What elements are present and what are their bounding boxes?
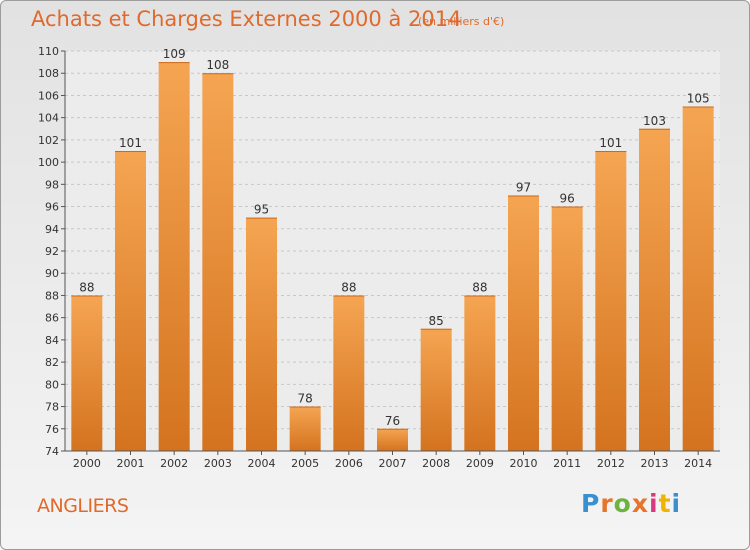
x-tick-label: 2003	[204, 457, 232, 470]
data-label: 109	[163, 47, 186, 61]
y-tick-label: 78	[45, 401, 59, 414]
commune-name: ANGLIERS	[37, 495, 129, 517]
bars	[71, 62, 714, 452]
bar	[377, 428, 408, 451]
data-label: 85	[429, 314, 444, 328]
y-tick-label: 90	[45, 267, 59, 280]
x-tick-label: 2007	[379, 457, 407, 470]
y-tick-label: 96	[45, 201, 59, 214]
bar	[333, 295, 365, 451]
bar	[464, 295, 496, 451]
data-label: 97	[516, 180, 531, 194]
y-tick-label: 86	[45, 312, 59, 325]
y-tick-label: 108	[38, 67, 59, 80]
bar	[71, 295, 103, 451]
y-tick-label: 110	[38, 45, 59, 58]
axes	[61, 50, 720, 455]
data-label: 96	[560, 192, 575, 206]
data-label: 88	[341, 280, 356, 294]
x-tick-label: 2014	[684, 457, 712, 470]
y-tick-label: 104	[38, 112, 59, 125]
y-tick-label: 94	[45, 223, 59, 236]
y-tick-label: 88	[45, 289, 59, 302]
labels: 74 76 78 80 82 84 86 88 90 92 94 96 98 100 102 104 106 10…	[38, 45, 712, 470]
y-tick-label: 82	[45, 356, 59, 369]
bar	[682, 106, 714, 452]
chart-title: Achats et Charges Externes 2000 à 2014	[31, 7, 462, 31]
x-tick-label: 2011	[553, 457, 581, 470]
x-tick-label: 2002	[160, 457, 188, 470]
data-label: 108	[206, 58, 229, 72]
bar	[551, 206, 583, 451]
bar	[202, 73, 234, 451]
chart-subtitle: (en milliers d'€)	[418, 15, 505, 28]
data-label: 76	[385, 414, 400, 428]
bar	[158, 62, 190, 451]
bar	[246, 217, 277, 451]
data-label: 103	[643, 114, 666, 128]
x-tick-label: 2000	[73, 457, 101, 470]
data-label: 88	[79, 280, 94, 294]
y-tick-label: 74	[45, 445, 59, 458]
data-label: 78	[298, 392, 313, 406]
x-tick-label: 2005	[291, 457, 319, 470]
bar	[595, 151, 627, 451]
bar	[289, 406, 321, 451]
data-label: 101	[599, 136, 622, 150]
y-tick-label: 102	[38, 134, 59, 147]
data-label: 95	[254, 203, 269, 217]
x-tick-label: 2008	[422, 457, 450, 470]
y-tick-label: 76	[45, 423, 59, 436]
data-label: 101	[119, 136, 142, 150]
y-tick-label: 106	[38, 89, 59, 102]
x-tick-label: 2010	[510, 457, 538, 470]
y-tick-label: 84	[45, 334, 59, 347]
data-label: 105	[687, 92, 710, 106]
y-tick-label: 92	[45, 245, 59, 258]
y-tick-label: 100	[38, 156, 59, 169]
x-tick-label: 2012	[597, 457, 625, 470]
proxiti-logo[interactable]: Proxiti	[581, 489, 682, 518]
x-tick-label: 2001	[117, 457, 145, 470]
y-tick-label: 80	[45, 378, 59, 391]
x-tick-label: 2009	[466, 457, 494, 470]
bar	[115, 151, 146, 451]
x-tick-label: 2004	[248, 457, 276, 470]
y-tick-label: 98	[45, 178, 59, 191]
x-tick-label: 2013	[641, 457, 669, 470]
bar	[639, 128, 670, 451]
x-tick-label: 2006	[335, 457, 363, 470]
bar	[420, 328, 452, 451]
data-label: 88	[472, 280, 487, 294]
bar	[508, 195, 539, 451]
